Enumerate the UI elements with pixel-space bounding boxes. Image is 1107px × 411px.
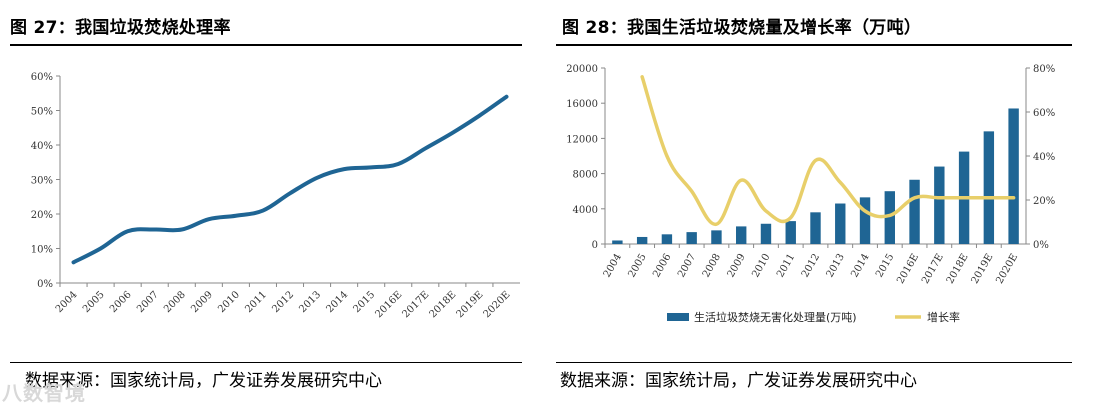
right-volume-bar (661, 234, 673, 244)
right-x-tick-label: 2015 (874, 252, 896, 280)
right-x-tick-label: 2012 (800, 252, 822, 280)
left-y-tick-label: 20% (31, 210, 53, 221)
right-volume-bar (736, 226, 747, 244)
left-x-tick-label: 2010 (216, 289, 242, 315)
right-x-tick-label: 2005 (626, 252, 648, 280)
right-x-tick-label: 2009 (726, 252, 748, 280)
right-bar-line-chart: 0 4000 8000 12000 16000 20000 0% 20% 40% 60% 80% 20… (566, 64, 1055, 324)
right-left-y-tick-label: 12000 (566, 134, 598, 145)
left-x-tick-label: 2017E (400, 289, 431, 320)
left-title-rule (10, 44, 522, 46)
right-right-y-tick-label: 80% (1033, 64, 1055, 75)
left-x-tick-label: 2020E (482, 289, 513, 320)
right-x-tick-label: 2006 (651, 252, 673, 280)
right-x-tick-label: 2007 (676, 252, 698, 280)
right-source-text: 数据来源：国家统计局，广发证券发展研究中心 (560, 371, 917, 391)
right-x-tick-label: 2013 (825, 252, 847, 280)
right-legend-bar-label: 生活垃圾焚烧无害化处理量(万吨) (694, 310, 857, 324)
right-volume-bar (612, 240, 623, 244)
right-right-y-tick-label: 40% (1033, 152, 1055, 163)
right-volume-bar (835, 203, 846, 244)
right-x-tick-label: 2010 (750, 252, 772, 280)
right-left-y-tick-label: 20000 (566, 64, 598, 75)
left-x-tick-label: 2012 (270, 289, 296, 315)
left-x-tick-label: 2007 (135, 289, 161, 315)
right-x-tick-label: 2004 (602, 252, 624, 280)
right-x-tick-label: 2008 (701, 252, 723, 280)
right-volume-bar (1008, 108, 1019, 244)
left-source-rule (10, 362, 522, 363)
right-volume-bar (711, 230, 722, 244)
left-y-tick-label: 60% (31, 72, 53, 83)
right-volume-bar (909, 179, 920, 244)
right-x-tick-label: 2018E (945, 252, 971, 286)
left-chart-panel: 图 27：我国垃圾焚烧处理率 0% 10% 20% 30% 40% 50% 60% 2004 2… (0, 0, 540, 411)
right-volume-bar (859, 197, 871, 244)
left-x-tick-label: 2009 (189, 289, 215, 315)
watermark-text: 八数智境 (2, 381, 86, 405)
right-chart-panel: 图 28：我国生活垃圾焚烧量及增长率（万吨） 0 4000 8000 12000 160… (548, 0, 1107, 411)
left-x-tick-label: 2011 (243, 289, 269, 315)
left-line-chart: 0% 10% 20% 30% 40% 50% 60% 2004 2005 2006 2007 2008… (31, 72, 520, 320)
right-source-rule (556, 362, 1072, 363)
right-x-tick-label: 2017E (920, 252, 946, 286)
right-title-rule (556, 44, 1072, 46)
left-y-tick-label: 0% (37, 279, 53, 290)
right-right-y-tick-label: 60% (1033, 108, 1055, 119)
right-volume-bar (810, 212, 821, 244)
right-x-tick-label: 2019E (970, 252, 996, 286)
right-volume-bar (636, 236, 648, 244)
left-x-tick-label: 2008 (162, 289, 188, 315)
left-x-tick-label: 2019E (455, 289, 486, 320)
right-legend-line-label: 增长率 (927, 310, 960, 324)
right-chart-title: 图 28：我国生活垃圾焚烧量及增长率（万吨） (562, 18, 922, 38)
left-x-tick-label: 2006 (108, 289, 134, 315)
left-y-tick-label: 10% (31, 245, 53, 256)
right-x-tick-label: 2014 (849, 252, 871, 280)
right-volume-bar (884, 191, 895, 244)
right-right-y-tick-label: 20% (1033, 196, 1055, 207)
right-volume-bar (785, 221, 796, 244)
right-volume-bar (934, 166, 945, 244)
left-x-tick-label: 2013 (297, 289, 323, 315)
left-source-text: 数据来源：国家统计局，广发证券发展研究中心 (25, 371, 382, 391)
right-legend-bar-swatch (667, 313, 689, 321)
left-rate-line (71, 94, 509, 265)
right-right-y-tick-label: 0% (1033, 240, 1049, 251)
right-x-tick-label: 2020E (994, 252, 1020, 286)
left-x-tick-label: 2005 (81, 289, 107, 315)
right-volume-bar (686, 232, 697, 244)
right-left-y-tick-label: 8000 (573, 170, 598, 181)
left-x-tick-label: 2018E (428, 289, 459, 320)
right-volume-bar (760, 223, 772, 244)
right-volume-bar (983, 131, 995, 244)
left-y-tick-label: 30% (31, 176, 53, 187)
left-x-tick-label: 2014 (324, 289, 350, 315)
right-left-y-tick-label: 0 (592, 240, 598, 251)
right-x-tick-label: 2011 (775, 252, 797, 280)
left-y-tick-label: 50% (31, 107, 53, 118)
right-growth-line (640, 75, 1016, 226)
right-x-tick-label: 2016E (895, 252, 921, 286)
left-y-tick-label: 40% (31, 141, 53, 152)
right-left-y-tick-label: 4000 (573, 205, 598, 216)
right-left-y-tick-label: 16000 (566, 99, 598, 110)
left-x-tick-label: 2016E (373, 289, 404, 320)
left-x-tick-label: 2004 (54, 289, 80, 315)
left-chart-title: 图 27：我国垃圾焚烧处理率 (10, 18, 231, 38)
